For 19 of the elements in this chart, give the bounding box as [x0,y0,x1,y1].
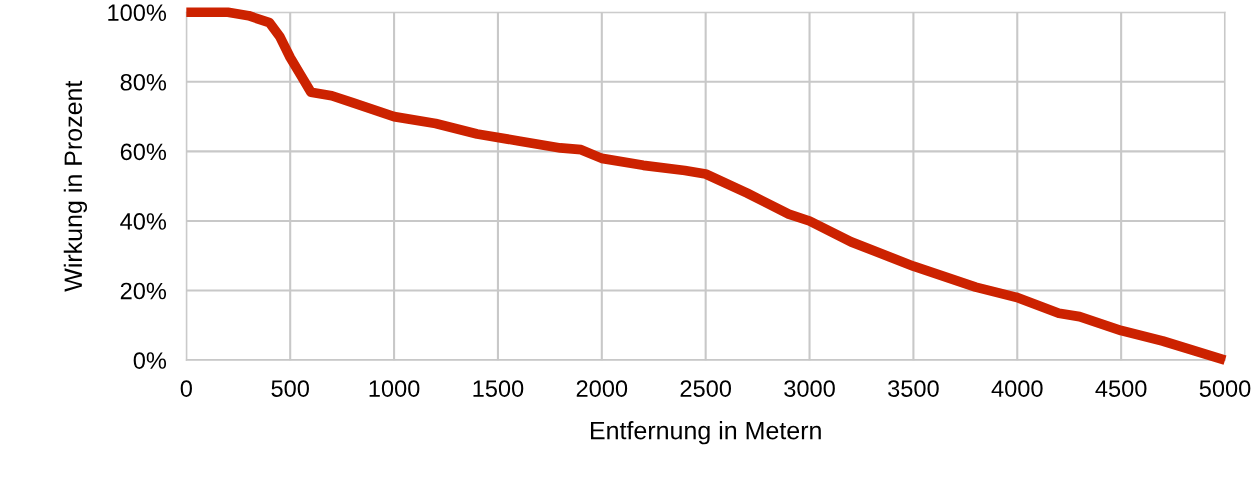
x-tick-label: 3500 [888,380,939,397]
x-tick-label: 3000 [784,380,835,397]
x-tick-label: 1500 [473,380,524,397]
y-tick-label: 80% [120,73,167,91]
x-tick-label: 2000 [576,380,628,397]
y-tick-label: 20% [120,282,167,300]
y-tick-label: 60% [120,143,167,161]
y-tick-label: 100% [108,4,167,22]
y-axis-title: Wirkung in Prozent [63,80,88,292]
y-tick-label: 0% [133,352,167,369]
x-tick-label: 2500 [680,380,732,397]
x-tick-label: 4000 [991,380,1043,397]
y-tick-label: 40% [120,213,167,230]
x-axis-title: Entfernung in Metern [590,421,821,445]
x-tick-label: 0 [180,380,192,397]
x-tick-label: 4500 [1095,380,1147,397]
x-tick-label: 500 [271,380,309,397]
x-tick-label: 1000 [369,380,420,397]
x-tick-label: 5000 [1199,380,1251,397]
